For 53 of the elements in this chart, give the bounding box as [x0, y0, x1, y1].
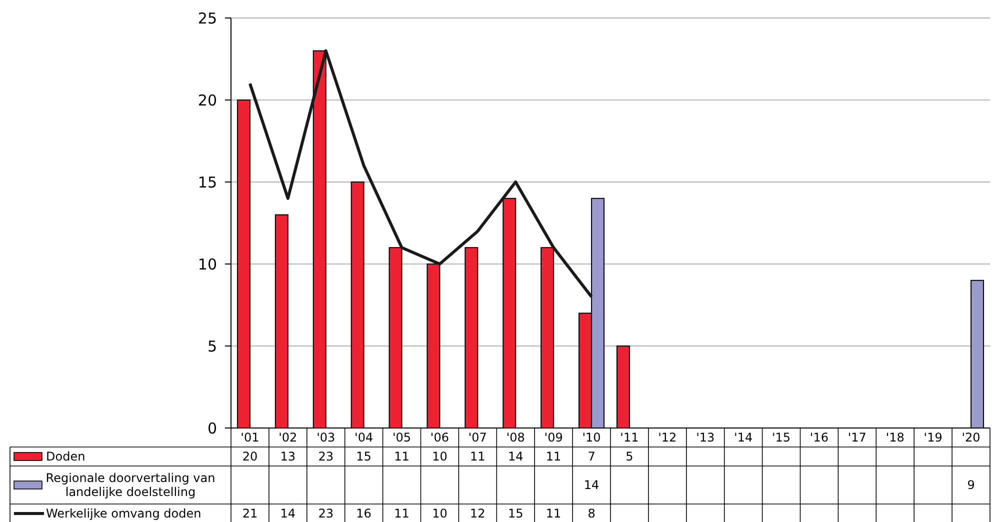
data-label: 11	[546, 450, 562, 464]
y-tick-label: 20	[198, 91, 217, 110]
x-tick-label: '20	[962, 430, 980, 445]
data-label: 11	[470, 450, 486, 464]
x-tick-label: '01	[240, 430, 260, 445]
data-label: 7	[588, 450, 596, 464]
x-tick-label: '19	[924, 430, 942, 445]
data-label: 15	[508, 506, 524, 521]
x-tick-label: '04	[354, 430, 374, 445]
data-label: 8	[588, 506, 596, 521]
x-tick-label: '14	[734, 430, 753, 445]
x-tick-label: '02	[278, 430, 298, 445]
x-tick-label: '09	[544, 430, 563, 445]
x-tick-label: '07	[468, 430, 487, 445]
legend-label: Regionale doorvertaling van landelijke doelstelling	[46, 471, 216, 500]
x-tick-label: '16	[810, 430, 829, 445]
data-label: 9	[967, 478, 975, 492]
data-label: 12	[470, 506, 486, 521]
x-tick-label: '15	[772, 430, 791, 445]
data-label: 11	[546, 506, 562, 521]
x-tick-label: '18	[886, 430, 904, 445]
data-label: 16	[356, 506, 372, 521]
legend-label: Werkelijke omvang doden	[46, 506, 202, 521]
x-tick-label: '11	[620, 430, 639, 445]
data-label: 13	[280, 450, 296, 464]
data-label: 23	[318, 506, 334, 521]
x-tick-label: '13	[696, 430, 715, 445]
data-label: 11	[394, 506, 410, 521]
data-label: 23	[318, 450, 334, 464]
legend-label: Doden	[46, 450, 86, 464]
x-tick-label: '08	[506, 430, 525, 445]
x-tick-label: '05	[392, 430, 412, 445]
data-label: 10	[432, 506, 448, 521]
data-label: 15	[356, 450, 372, 464]
data-label: 5	[626, 450, 634, 464]
x-tick-label: '10	[582, 430, 601, 445]
y-tick-label: 5	[207, 337, 217, 356]
data-label: 10	[432, 450, 448, 464]
data-label: 20	[242, 450, 258, 464]
x-tick-label: '12	[658, 430, 677, 445]
data-label: 14	[280, 506, 296, 521]
y-tick-label: 0	[207, 419, 217, 438]
x-tick-label: '17	[848, 430, 866, 445]
x-tick-label: '03	[316, 430, 336, 445]
y-tick-label: 25	[198, 9, 217, 28]
data-label: 14	[584, 478, 600, 492]
y-tick-label: 10	[198, 255, 217, 274]
data-label: 14	[508, 450, 524, 464]
line-series	[248, 49, 594, 298]
data-label: 11	[394, 450, 410, 464]
x-tick-label: '06	[430, 430, 450, 445]
y-tick-label: 15	[198, 173, 217, 192]
data-label: 21	[242, 506, 258, 521]
